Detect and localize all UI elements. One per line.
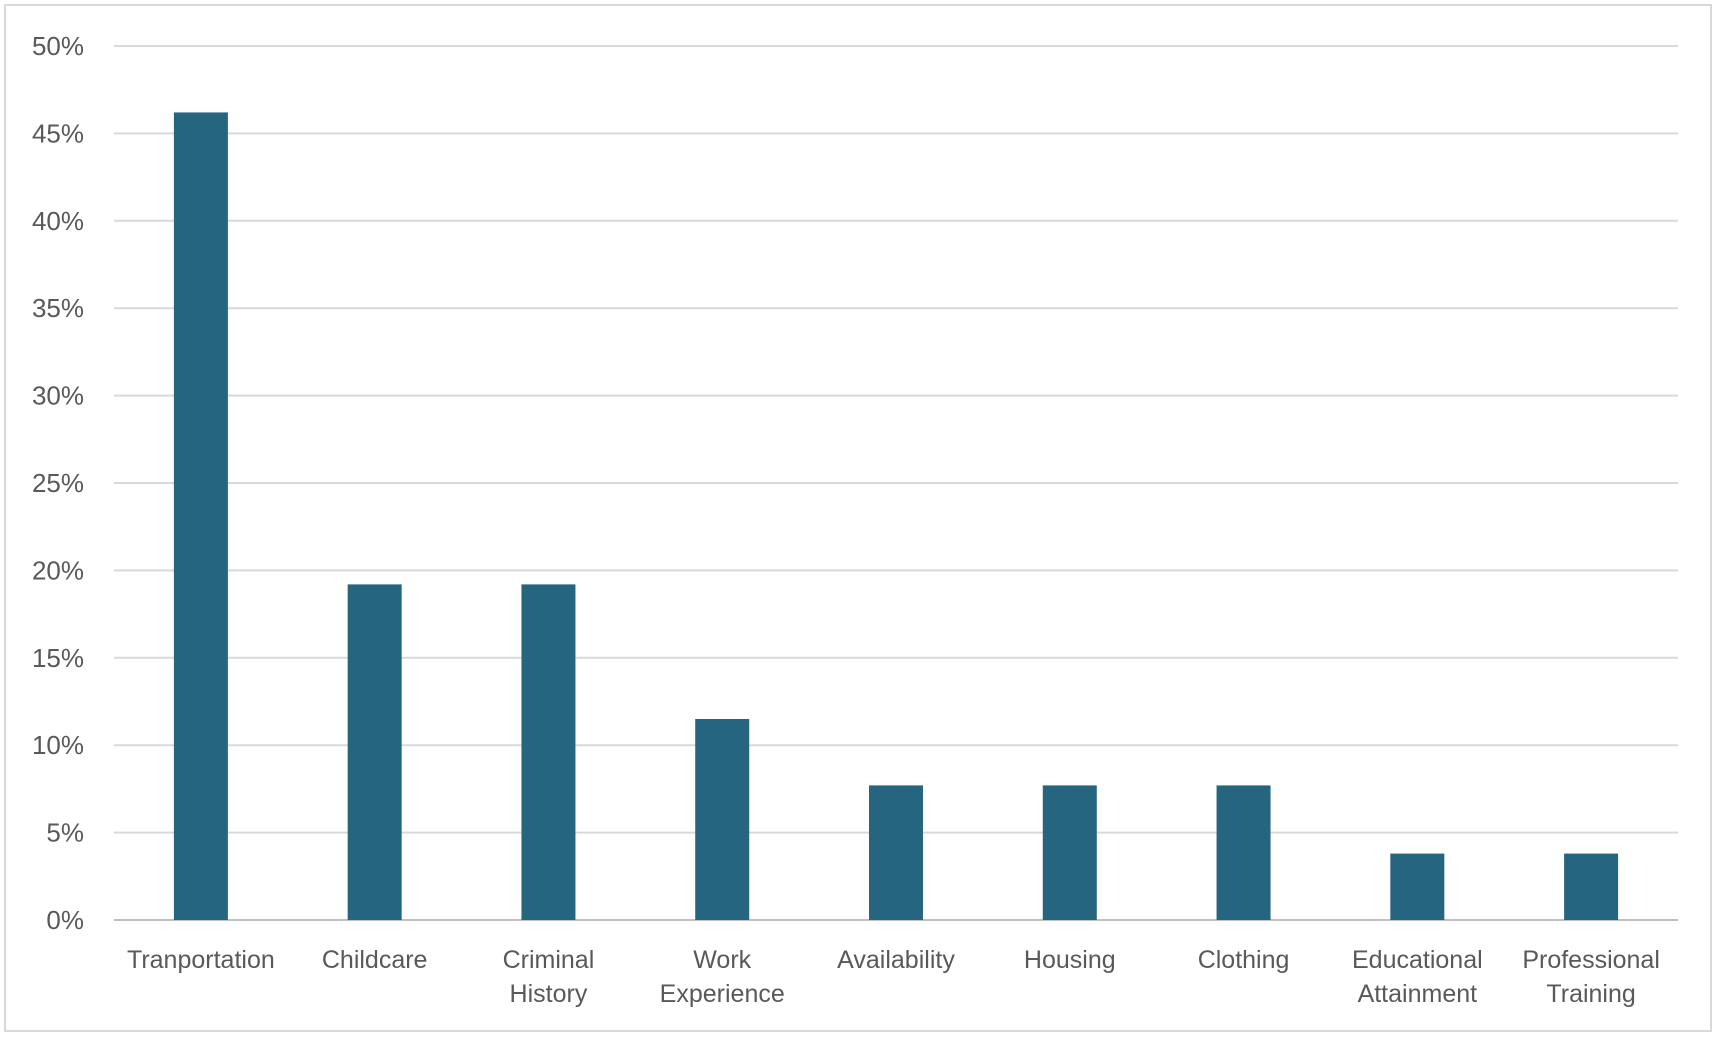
bar[interactable] [695, 718, 750, 920]
y-tick-label: 35% [32, 293, 84, 323]
bar[interactable] [869, 785, 923, 920]
bar[interactable] [347, 584, 402, 920]
bar[interactable] [521, 584, 576, 920]
x-category-label: Childcare [322, 946, 428, 974]
y-tick-label: 30% [32, 381, 84, 411]
x-category-label: Educational Attainment [1352, 946, 1483, 1008]
y-tick-label: 40% [32, 206, 84, 236]
bar[interactable] [1564, 853, 1619, 920]
y-tick-label: 50% [32, 31, 84, 61]
y-tick-label: 0% [46, 905, 84, 935]
x-category-label: Clothing [1198, 946, 1290, 974]
x-category-label: Professional Training [1522, 946, 1660, 1008]
y-tick-label: 25% [32, 468, 84, 498]
bar[interactable] [1042, 785, 1097, 920]
y-tick-label: 45% [32, 118, 84, 148]
x-category-label: Availability [837, 946, 955, 974]
bar[interactable] [1216, 785, 1271, 920]
y-tick-label: 10% [32, 730, 84, 760]
y-tick-label: 15% [32, 643, 84, 673]
x-category-label: Criminal History [503, 946, 595, 1008]
y-tick-label: 20% [32, 555, 84, 585]
y-tick-label: 5% [46, 818, 84, 848]
x-category-label: Tranportation [127, 946, 275, 974]
bar[interactable] [1390, 853, 1445, 920]
x-category-label: Housing [1024, 946, 1116, 974]
x-category-label: Work Experience [660, 946, 785, 1008]
bar[interactable] [173, 112, 228, 920]
